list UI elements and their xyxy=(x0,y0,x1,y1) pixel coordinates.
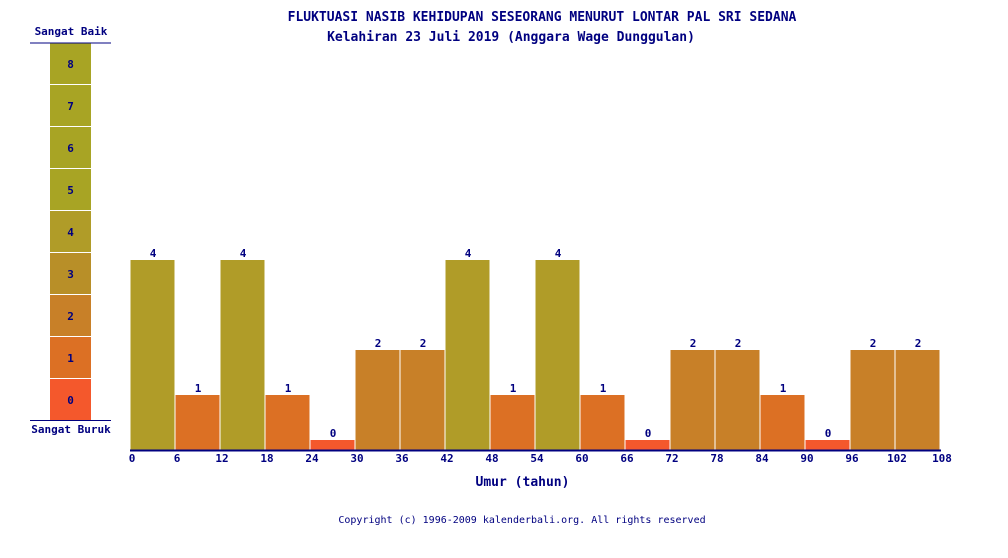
bar xyxy=(670,350,715,450)
legend-level-label: 4 xyxy=(67,226,74,239)
x-tick-label: 12 xyxy=(215,452,228,465)
bar xyxy=(310,440,355,450)
bar xyxy=(805,440,850,450)
bar-value-label: 2 xyxy=(870,337,877,350)
copyright: Copyright (c) 1996-2009 kalenderbali.org… xyxy=(338,515,706,526)
legend-cell-0 xyxy=(50,379,91,420)
bar-value-label: 1 xyxy=(510,382,517,395)
bar-value-label: 1 xyxy=(195,382,202,395)
bar-value-label: 1 xyxy=(780,382,787,395)
legend-level-label: 6 xyxy=(67,142,74,155)
bar xyxy=(445,260,490,450)
x-tick-label: 30 xyxy=(350,452,363,465)
legend-cell-7 xyxy=(50,85,91,126)
x-tick-label: 6 xyxy=(174,452,181,465)
x-tick-label: 90 xyxy=(800,452,813,465)
legend-level-label: 1 xyxy=(67,352,74,365)
bar xyxy=(220,260,265,450)
legend-level-label: 8 xyxy=(67,58,74,71)
bar-value-label: 2 xyxy=(735,337,742,350)
bar xyxy=(400,350,445,450)
bar-value-label: 2 xyxy=(690,337,697,350)
bar xyxy=(760,395,805,450)
x-axis-label: Umur (tahun) xyxy=(475,475,570,490)
x-tick-label: 48 xyxy=(485,452,498,465)
bar-value-label: 2 xyxy=(915,337,922,350)
legend-level-label: 0 xyxy=(67,394,74,407)
x-tick-label: 36 xyxy=(395,452,409,465)
bar-value-label: 2 xyxy=(420,337,427,350)
x-tick-label: 18 xyxy=(260,452,273,465)
legend-top-label: Sangat Baik xyxy=(34,25,108,38)
bar xyxy=(130,260,175,450)
x-tick-label: 72 xyxy=(665,452,678,465)
x-tick-label: 108 xyxy=(932,452,952,465)
bar-value-label: 0 xyxy=(645,427,652,440)
bar xyxy=(490,395,535,450)
bar-value-label: 0 xyxy=(825,427,832,440)
x-tick-label: 78 xyxy=(710,452,723,465)
bar-value-label: 4 xyxy=(555,247,562,260)
legend-cell-6 xyxy=(50,127,91,168)
x-tick-label: 24 xyxy=(305,452,319,465)
x-tick-label: 60 xyxy=(575,452,588,465)
legend-cell-5 xyxy=(50,169,91,210)
bar xyxy=(355,350,400,450)
bar xyxy=(175,395,220,450)
bar-value-label: 4 xyxy=(150,247,157,260)
bar-value-label: 4 xyxy=(465,247,472,260)
bar xyxy=(625,440,670,450)
x-tick-label: 0 xyxy=(129,452,136,465)
legend-bottom-label: Sangat Buruk xyxy=(31,423,111,436)
bar xyxy=(850,350,895,450)
x-tick-label: 84 xyxy=(755,452,769,465)
bar-value-label: 4 xyxy=(240,247,247,260)
bar-value-label: 2 xyxy=(375,337,382,350)
legend-level-label: 5 xyxy=(67,184,74,197)
bar xyxy=(715,350,760,450)
bar-value-label: 1 xyxy=(600,382,607,395)
bar xyxy=(265,395,310,450)
bar-value-label: 0 xyxy=(330,427,337,440)
x-tick-label: 42 xyxy=(440,452,453,465)
x-tick-label: 54 xyxy=(530,452,544,465)
x-tick-label: 102 xyxy=(887,452,907,465)
legend-level-label: 7 xyxy=(67,100,74,113)
x-tick-label: 66 xyxy=(620,452,634,465)
bar-value-label: 1 xyxy=(285,382,292,395)
chart-subtitle: Kelahiran 23 Juli 2019 (Anggara Wage Dun… xyxy=(327,30,695,45)
legend-cell-2 xyxy=(50,295,91,336)
bar xyxy=(535,260,580,450)
bar xyxy=(895,350,940,450)
legend-cell-3 xyxy=(50,253,91,294)
legend-cell-4 xyxy=(50,211,91,252)
x-tick-label: 96 xyxy=(845,452,859,465)
bar xyxy=(580,395,625,450)
legend-level-label: 3 xyxy=(67,268,74,281)
legend-level-label: 2 xyxy=(67,310,74,323)
legend-cell-1 xyxy=(50,337,91,378)
legend-cell-8 xyxy=(50,43,91,84)
chart-title: FLUKTUASI NASIB KEHIDUPAN SESEORANG MENU… xyxy=(287,10,797,25)
